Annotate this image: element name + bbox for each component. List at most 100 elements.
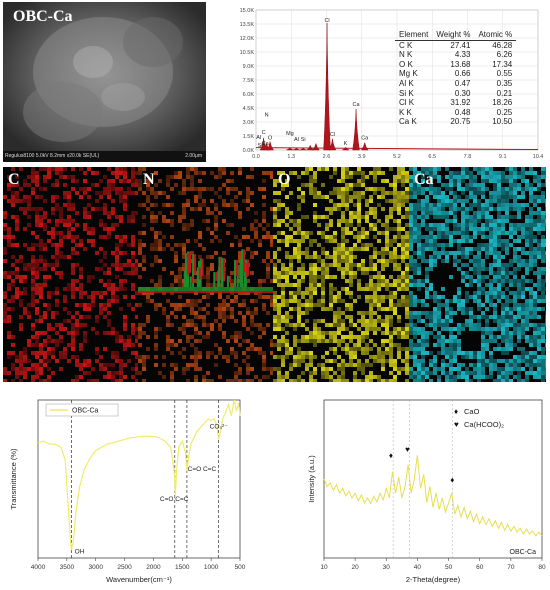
map-pixel	[305, 299, 309, 303]
map-pixel	[238, 367, 242, 371]
map-pixel	[19, 291, 23, 295]
map-pixel	[135, 303, 139, 307]
map-pixel	[234, 203, 238, 207]
spectrum-peak	[323, 23, 331, 151]
map-pixel	[309, 231, 313, 235]
map-pixel	[389, 191, 393, 195]
map-pixel	[154, 355, 158, 359]
map-pixel	[437, 227, 441, 231]
map-pixel	[389, 211, 393, 215]
map-pixel	[71, 227, 75, 231]
map-pixel	[218, 175, 222, 179]
map-pixel	[401, 195, 405, 199]
map-pixel	[345, 183, 349, 187]
map-pixel	[477, 267, 481, 271]
map-pixel	[337, 203, 341, 207]
map-pixel	[166, 315, 170, 319]
map-pixel	[218, 187, 222, 191]
map-pixel	[469, 351, 473, 355]
map-pixel	[469, 319, 473, 323]
map-pixel	[23, 195, 27, 199]
map-pixel	[489, 203, 493, 207]
map-artifact	[184, 253, 187, 287]
map-pixel	[289, 363, 293, 367]
map-pixel	[409, 183, 413, 187]
map-pixel	[103, 187, 107, 191]
map-pixel	[309, 371, 313, 375]
map-pixel	[417, 279, 421, 283]
table-header-weight: Weight %	[436, 30, 471, 39]
x-tick-label: 60	[476, 564, 484, 571]
map-pixel	[417, 367, 421, 371]
table-cell: 0.30	[454, 88, 471, 98]
map-pixel	[297, 271, 301, 275]
map-pixel	[453, 179, 457, 183]
map-pixel	[541, 167, 545, 171]
map-pixel	[158, 179, 162, 183]
map-pixel	[461, 167, 465, 171]
map-pixel	[301, 271, 305, 275]
x-axis-label: 2-Theta(degree)	[406, 575, 461, 584]
table-cell: 0.21	[496, 88, 513, 98]
map-pixel	[35, 307, 39, 311]
map-pixel	[449, 187, 453, 191]
map-pixel	[505, 211, 509, 215]
map-pixel	[393, 311, 397, 315]
map-pixel	[381, 379, 385, 382]
map-pixel	[131, 323, 135, 327]
map-pixel	[333, 239, 337, 243]
map-pixel	[341, 371, 345, 375]
map-pixel	[190, 303, 194, 307]
map-pixel	[357, 239, 361, 243]
map-pixel	[469, 355, 473, 359]
map-pixel	[381, 323, 385, 327]
map-pixel	[433, 323, 437, 327]
map-pixel	[461, 327, 465, 331]
map-pixel	[325, 323, 329, 327]
map-pixel	[493, 327, 497, 331]
map-pixel	[325, 239, 329, 243]
map-pixel	[413, 175, 417, 179]
map-pixel	[429, 379, 433, 382]
table-row: Cl K 31.92 18.26	[395, 98, 516, 108]
map-pixel	[493, 303, 497, 307]
map-pixel	[525, 319, 529, 323]
map-artifact	[243, 262, 246, 287]
map-pixel	[166, 347, 170, 351]
map-pixel	[405, 235, 409, 239]
map-pixel	[55, 299, 59, 303]
map-pixel	[533, 355, 537, 359]
map-pixel	[509, 263, 513, 267]
map-pixel	[345, 259, 349, 263]
map-pixel	[449, 311, 453, 315]
map-pixel	[87, 279, 91, 283]
map-pixel	[27, 311, 31, 315]
map-pixel	[39, 167, 43, 171]
map-pixel	[477, 379, 481, 382]
map-pixel	[497, 315, 501, 319]
map-pixel	[198, 351, 202, 355]
map-pixel	[365, 187, 369, 191]
map-pixel	[250, 367, 254, 371]
map-pixel	[285, 351, 289, 355]
map-pixel	[525, 239, 529, 243]
map-pixel	[226, 355, 230, 359]
map-pixel	[99, 191, 103, 195]
map-pixel	[230, 315, 234, 319]
map-pixel	[206, 331, 210, 335]
table-cell: 0.35	[496, 78, 513, 88]
map-pixel	[545, 347, 546, 351]
map-pixel	[154, 231, 158, 235]
map-pixel	[313, 271, 317, 275]
map-pixel	[277, 191, 281, 195]
map-pixel	[481, 279, 485, 283]
map-pixel	[337, 219, 341, 223]
map-pixel	[226, 203, 230, 207]
map-pixel	[190, 343, 194, 347]
map-pixel	[71, 355, 75, 359]
map-pixel	[533, 259, 537, 263]
map-pixel	[449, 251, 453, 255]
map-pixel	[246, 175, 250, 179]
map-pixel	[83, 339, 87, 343]
map-pixel	[509, 379, 513, 382]
